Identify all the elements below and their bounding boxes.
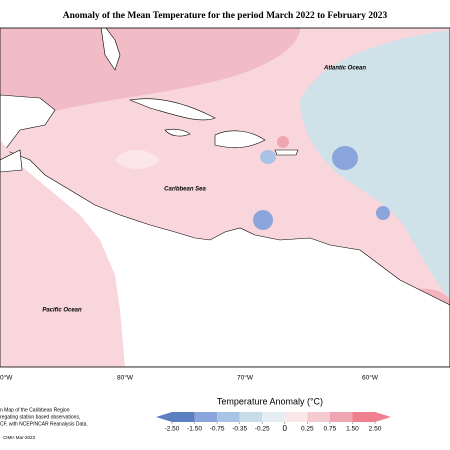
legend-tick-label: 1.50 [346,426,359,433]
legend-tick-label: -2.50 [165,426,180,433]
longitude-label: 80°W [117,374,134,382]
cool-spot [253,210,273,230]
legend-swatch [284,412,308,422]
cool-spot [260,150,276,164]
legend-swatch [194,412,218,422]
legend-tick-label: 0.75 [324,426,337,433]
map-frame [0,27,450,368]
warm-spot [277,136,289,148]
legend-extend [375,412,391,422]
longitude-label: 60°W [362,374,379,382]
legend-tick-label: 0.25 [301,426,314,433]
land [164,128,191,137]
map [0,28,450,367]
footnote: CIMH Mar-2023 [3,435,36,440]
warm-zone [0,28,300,113]
sea-label: Caribbean Sea [164,187,206,193]
longitude-label: 70°W [237,374,254,382]
footnote: n Map of the Caribbean Region [0,407,70,413]
land [128,98,216,121]
legend-swatch [239,412,263,422]
footnote: regating station based observations, [0,414,80,420]
legend-tick-label: -0.35 [232,426,247,433]
legend-tick-label: -0.25 [255,426,270,433]
legend-tick-label: -0.75 [210,426,225,433]
neutral-patch [115,149,160,169]
cool-spot [376,206,390,220]
land [274,149,299,156]
title: Anomaly of the Mean Temperature for the … [63,11,388,21]
legend-extend [156,412,172,422]
legend-swatch [307,412,330,422]
legend-swatch [262,412,285,422]
land [0,149,23,173]
land [100,28,121,71]
legend-swatch [217,412,240,422]
ocean-label: Pacific Ocean [42,308,82,314]
legend-title: Temperature Anomaly (°C) [217,396,323,406]
cool-spot [332,146,358,170]
longitude-label: 0°W [0,374,13,382]
legend-swatch [352,412,375,422]
pacific [0,140,125,367]
legend-tick-label: 2.50 [369,426,382,433]
legend-tick-label: 0 [283,424,288,433]
legend: -2.50 -1.50 -0.75 -0.35 -0.25 0 0.25 0.75 1.50 2.… [156,412,391,433]
footnote: CF, with NCEP/NCAR Reanalysis Data. [0,421,88,427]
legend-swatch [329,412,353,422]
cool-zone [300,30,450,300]
legend-tick-label: -1.50 [187,426,202,433]
legend-swatch [172,412,195,422]
ocean-label: Atlantic Ocean [323,66,366,72]
land [214,130,266,149]
